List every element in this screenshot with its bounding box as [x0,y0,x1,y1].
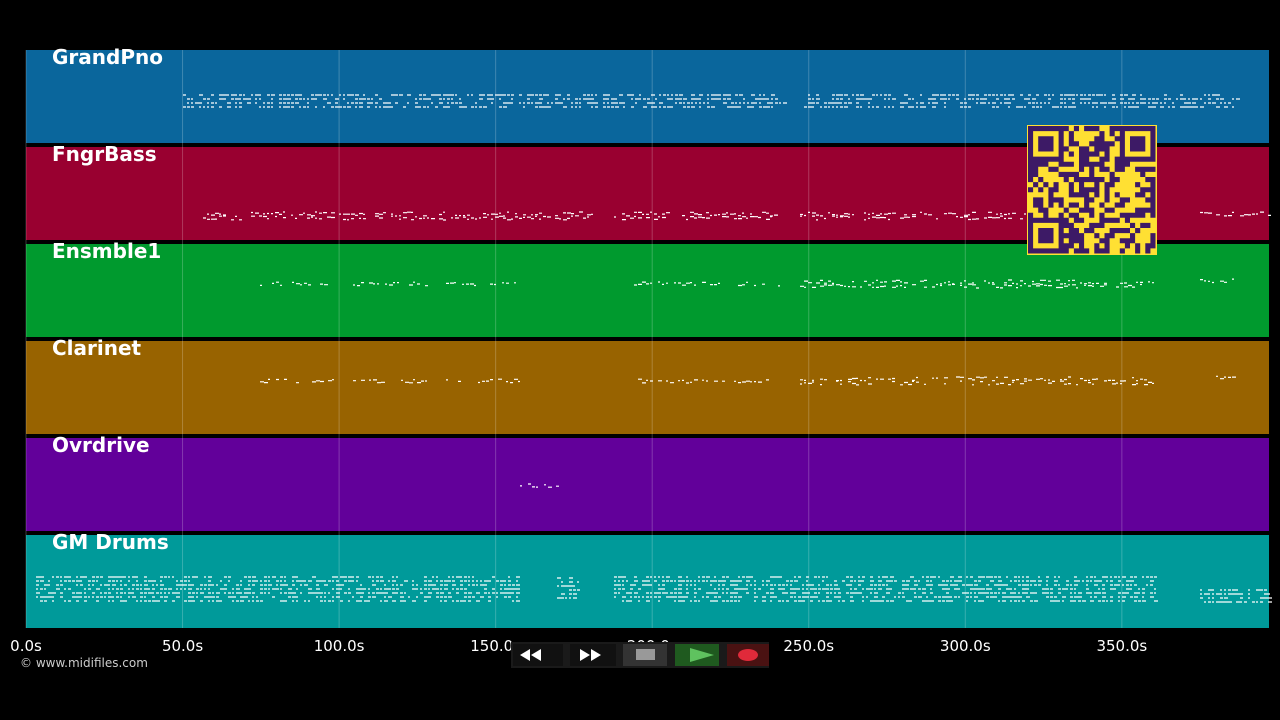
track-name: Ovrdrive [52,433,150,457]
time-tick-label: 50.0s [162,637,203,655]
note-pattern [1200,278,1234,284]
time-axis: 0.0s50.0s100.0s150.0s200.0s250.0s300.0s3… [10,637,1147,655]
note-pattern [36,576,520,602]
note-pattern [203,211,593,221]
time-tick-label: 100.0s [314,637,365,655]
note-pattern [183,94,787,108]
note-pattern [520,483,559,488]
track-lane [26,244,1269,337]
note-pattern [446,378,520,384]
play-icon [690,648,714,662]
time-tick-label: 250.0s [783,637,834,655]
track-name: FngrBass [52,142,157,166]
stop-button[interactable] [623,644,667,666]
notes [36,94,1272,603]
track-name: Ensmble1 [52,239,161,263]
qr-modules [1028,126,1156,254]
track-name: GM Drums [52,530,169,554]
time-tick-label: 0.0s [10,637,42,655]
rewind-icon [520,649,541,661]
note-pattern [634,281,780,287]
track-lane [26,341,1269,434]
note-pattern [557,577,580,599]
note-pattern [804,94,1240,108]
record-icon [738,649,758,661]
note-pattern [800,279,1154,289]
qr-code [1027,125,1157,255]
note-pattern [638,378,769,384]
copyright: © www.midifiles.com [20,656,148,670]
note-pattern [614,211,778,221]
time-tick-label: 350.0s [1096,637,1147,655]
forward-icon [580,649,601,661]
stop-icon [636,649,655,660]
note-pattern [1200,589,1272,603]
play-button[interactable] [675,644,719,666]
track-lane [26,438,1269,531]
time-tick-label: 150.0s [470,637,521,655]
grid [25,50,1123,628]
note-pattern [446,282,516,287]
note-pattern [800,376,1154,386]
time-tick-label: 300.0s [940,637,991,655]
note-pattern [353,379,427,384]
note-pattern [260,281,328,286]
track-name: GrandPno [52,45,163,69]
note-pattern [614,576,1158,602]
rewind-button[interactable] [513,644,563,666]
transport-controls [511,642,769,668]
note-pattern [353,281,428,287]
note-pattern [1216,375,1236,380]
note-pattern [800,211,1032,221]
forward-button[interactable] [570,644,616,666]
note-pattern [1200,211,1271,217]
note-pattern [260,378,334,384]
track-name: Clarinet [52,336,142,360]
record-button[interactable] [727,644,769,666]
